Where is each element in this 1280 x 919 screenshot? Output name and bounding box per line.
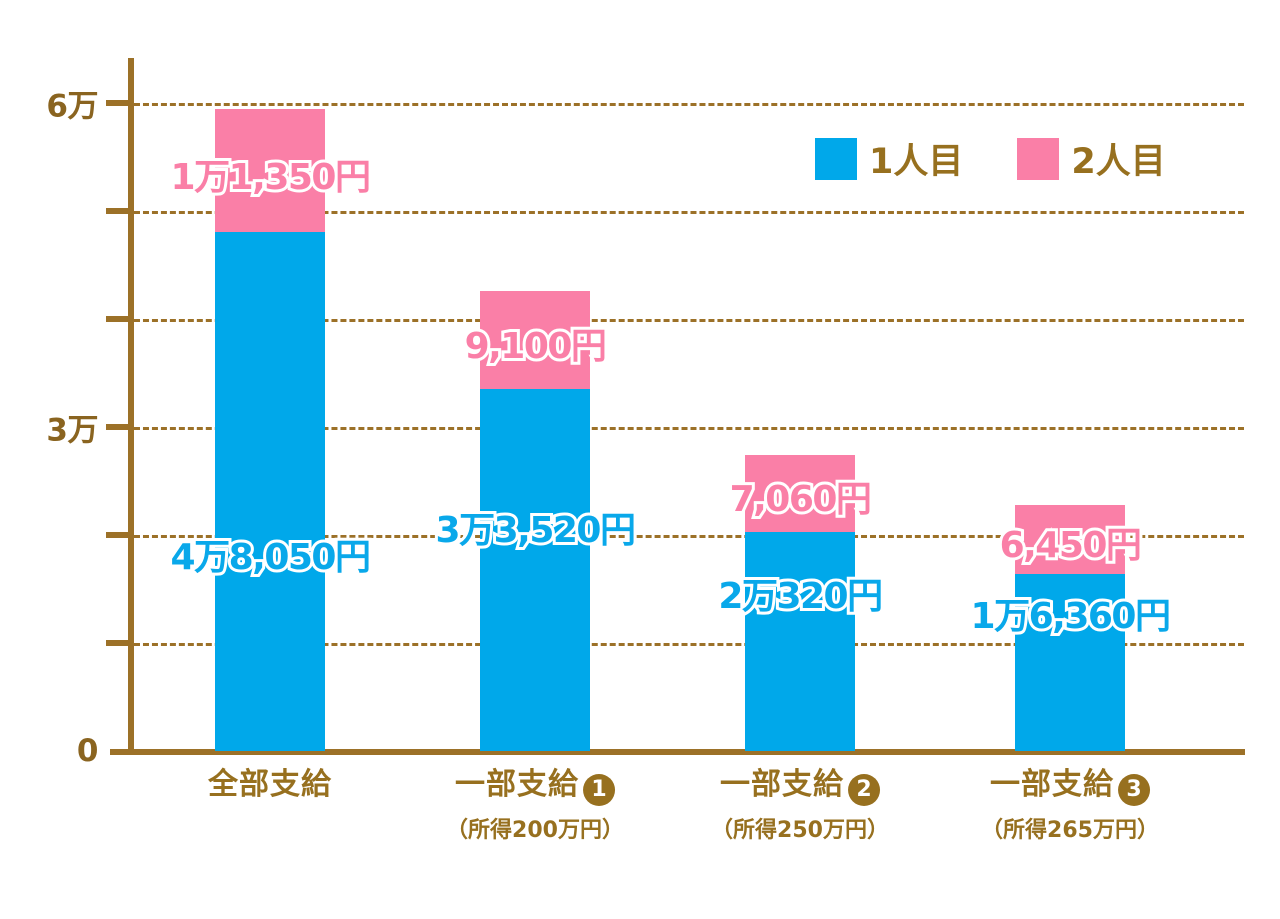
- category-label-main: 一部支給 1: [446, 767, 624, 806]
- bar-segment-second-child: [480, 290, 590, 389]
- category-label-sub: （所得200万円）: [446, 818, 624, 843]
- gridline: [134, 643, 1244, 646]
- category-badge: 1: [583, 774, 615, 806]
- value-label-second-child: 7,060円: [727, 476, 875, 523]
- gridline: [134, 211, 1244, 214]
- y-axis-tick: [106, 316, 134, 322]
- value-label-second-child: 9,100円: [462, 323, 610, 370]
- y-axis-tick: [106, 532, 134, 538]
- category-badge: 3: [1118, 774, 1150, 806]
- bar-stack: [745, 455, 855, 751]
- y-axis-tick: [106, 424, 134, 430]
- value-label-first-child: 4万8,050円: [168, 534, 374, 581]
- legend-label: 1人目: [869, 142, 964, 182]
- category-label: 一部支給 1 （所得200万円）: [446, 767, 624, 844]
- value-label-first-child: 3万3,520円: [433, 507, 639, 554]
- bar-segment-first-child: [480, 388, 590, 751]
- gridline: [134, 535, 1244, 538]
- legend-item: 2人目: [1017, 133, 1166, 184]
- chart-legend: 1人目 2人目: [815, 133, 1166, 184]
- y-axis-tick-label: 3万: [46, 412, 98, 449]
- x-axis-line: [110, 749, 1245, 755]
- bar-segment-second-child: [745, 455, 855, 532]
- category-label-sub: （所得250万円）: [711, 818, 889, 843]
- category-label: 全部支給: [208, 767, 332, 804]
- bar-segment-first-child: [745, 531, 855, 751]
- value-label-first-child: 1万6,360円: [968, 593, 1174, 640]
- bar-segment-second-child: [1015, 504, 1125, 575]
- legend-label: 2人目: [1071, 142, 1166, 182]
- y-axis-tick: [106, 100, 134, 106]
- gridline: [134, 319, 1244, 322]
- category-badge: 2: [848, 774, 880, 806]
- category-label-main: 全部支給: [208, 767, 332, 802]
- bar-stack: [215, 109, 325, 751]
- category-label-sub: （所得265万円）: [981, 818, 1159, 843]
- y-axis-tick-label: 0: [76, 733, 99, 769]
- y-axis-tick: [106, 640, 134, 646]
- bar-segment-first-child: [1015, 574, 1125, 751]
- bar-segment-first-child: [215, 232, 325, 751]
- legend-swatch: [815, 137, 857, 180]
- category-label: 一部支給 3 （所得265万円）: [981, 767, 1159, 844]
- bar-segment-second-child: [215, 109, 325, 233]
- value-label-first-child: 2万320円: [715, 573, 886, 620]
- bar-stack: [480, 290, 590, 751]
- y-axis-tick-label: 6万: [46, 88, 98, 125]
- y-axis-tick: [106, 208, 134, 214]
- gridline: [134, 103, 1244, 106]
- category-label: 一部支給 2 （所得250万円）: [711, 767, 889, 844]
- y-axis-line: [128, 58, 134, 755]
- category-label-main: 一部支給 2: [711, 767, 889, 806]
- gridline: [134, 427, 1244, 430]
- legend-swatch: [1017, 137, 1060, 180]
- legend-item: 1人目: [815, 133, 963, 184]
- value-label-second-child: 1万1,350円: [168, 154, 374, 201]
- category-label-main: 一部支給 3: [981, 767, 1159, 806]
- bar-stack: [1015, 504, 1125, 751]
- value-label-second-child: 6,450円: [997, 522, 1145, 569]
